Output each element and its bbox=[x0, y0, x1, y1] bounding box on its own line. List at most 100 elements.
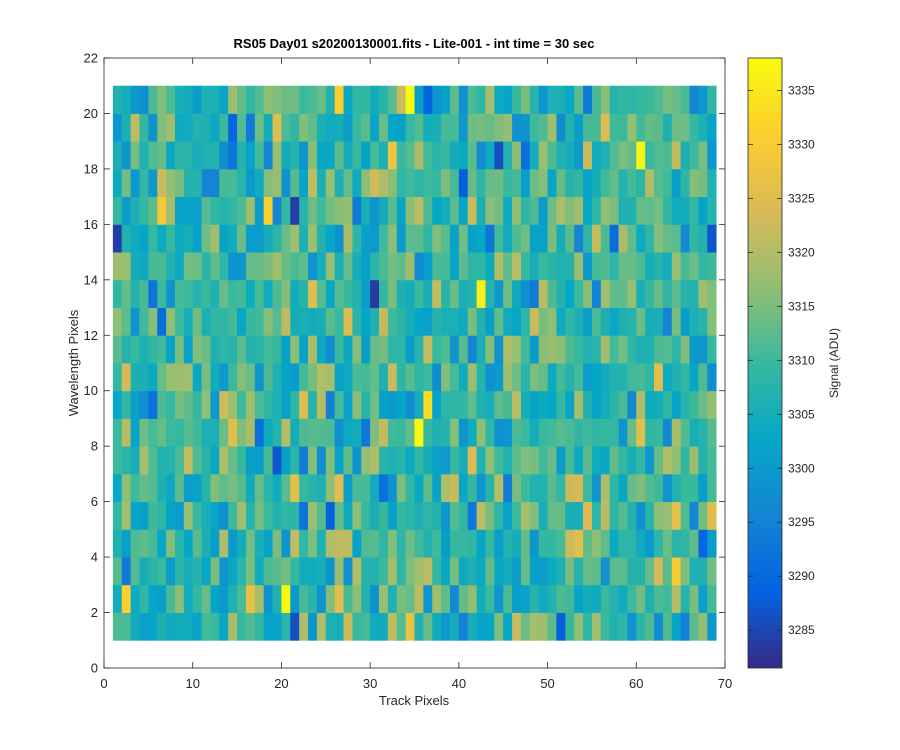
heatmap-cell bbox=[485, 557, 495, 586]
heatmap-cell bbox=[458, 85, 469, 114]
heatmap-cell bbox=[680, 418, 690, 447]
heatmap-cell bbox=[334, 557, 344, 586]
heatmap-cell bbox=[237, 612, 247, 641]
heatmap-cell bbox=[121, 252, 132, 281]
heatmap-cell bbox=[618, 584, 628, 613]
heatmap-cell bbox=[636, 168, 646, 198]
heatmap-cell bbox=[299, 529, 309, 558]
heatmap-cell bbox=[600, 85, 611, 114]
heatmap-cell bbox=[671, 612, 682, 641]
heatmap-cell bbox=[370, 584, 380, 613]
heatmap-cell bbox=[441, 224, 451, 253]
heatmap-cell bbox=[361, 501, 371, 530]
heatmap-cell bbox=[316, 85, 327, 114]
heatmap-cell bbox=[689, 85, 699, 114]
heatmap-cell bbox=[618, 335, 628, 364]
heatmap-cell bbox=[316, 473, 327, 503]
heatmap-cell bbox=[121, 390, 132, 419]
heatmap-cell bbox=[441, 557, 451, 586]
heatmap-cell bbox=[467, 168, 477, 198]
heatmap-cell bbox=[432, 168, 442, 198]
heatmap-cell bbox=[574, 584, 584, 613]
heatmap-cell bbox=[201, 113, 211, 142]
heatmap-cell bbox=[423, 557, 433, 586]
heatmap-cell bbox=[316, 196, 327, 225]
heatmap-cell bbox=[574, 612, 584, 641]
heatmap-cell bbox=[520, 224, 531, 253]
heatmap-cell bbox=[520, 279, 531, 308]
heatmap-cell bbox=[591, 529, 602, 558]
heatmap-cell bbox=[405, 363, 415, 392]
colorbar-ticks: 3285 3290 3295 3300 3305 3310 3315 3320 3325 3330… bbox=[748, 83, 815, 637]
heatmap-cell bbox=[139, 612, 149, 641]
heatmap-cell bbox=[325, 168, 336, 198]
heatmap-cell bbox=[272, 557, 282, 586]
heatmap-cell bbox=[308, 501, 318, 530]
colorbar-tick-label: 3285 bbox=[788, 623, 815, 637]
heatmap-cell bbox=[237, 113, 247, 142]
heatmap-cell bbox=[467, 196, 477, 225]
heatmap-cell bbox=[441, 446, 451, 475]
heatmap-cell bbox=[636, 363, 646, 392]
heatmap-cell bbox=[334, 252, 344, 281]
heatmap-cell bbox=[325, 113, 336, 142]
y-tick-label: 6 bbox=[91, 494, 98, 509]
heatmap-cell bbox=[121, 612, 132, 641]
heatmap-cell bbox=[618, 529, 628, 558]
heatmap-cell bbox=[148, 529, 158, 558]
heatmap-cell bbox=[361, 584, 371, 613]
heatmap-cell bbox=[130, 279, 140, 308]
heatmap-cell bbox=[316, 390, 327, 419]
heatmap-cell bbox=[458, 612, 469, 641]
heatmap-cell bbox=[654, 196, 664, 225]
heatmap-cell bbox=[627, 473, 637, 503]
heatmap-cell bbox=[192, 113, 202, 142]
heatmap-cell bbox=[591, 85, 602, 114]
heatmap-cell bbox=[707, 307, 717, 336]
heatmap-cell bbox=[574, 529, 584, 558]
heatmap-cell bbox=[281, 113, 291, 142]
heatmap-cell bbox=[370, 612, 380, 641]
heatmap bbox=[112, 85, 717, 641]
heatmap-cell bbox=[343, 252, 353, 281]
heatmap-cell bbox=[609, 529, 619, 558]
heatmap-cell bbox=[547, 85, 557, 114]
heatmap-cell bbox=[423, 224, 433, 253]
heatmap-cell bbox=[689, 418, 699, 447]
heatmap-cell bbox=[130, 168, 140, 198]
heatmap-cell bbox=[343, 196, 353, 225]
heatmap-cell bbox=[441, 168, 451, 198]
heatmap-cell bbox=[299, 252, 309, 281]
heatmap-cell bbox=[654, 529, 664, 558]
heatmap-cell bbox=[458, 529, 469, 558]
heatmap-cell bbox=[254, 196, 265, 225]
heatmap-cell bbox=[494, 501, 504, 530]
heatmap-cell bbox=[130, 141, 140, 170]
heatmap-cell bbox=[396, 141, 407, 170]
heatmap-cell bbox=[636, 307, 646, 336]
heatmap-cell bbox=[414, 418, 424, 447]
heatmap-cell bbox=[112, 85, 123, 114]
heatmap-cell bbox=[299, 141, 309, 170]
heatmap-cell bbox=[547, 501, 557, 530]
heatmap-cell bbox=[396, 85, 407, 114]
heatmap-cell bbox=[183, 446, 194, 475]
heatmap-cell bbox=[121, 529, 132, 558]
heatmap-cell bbox=[379, 85, 389, 114]
heatmap-cell bbox=[680, 557, 690, 586]
heatmap-cell bbox=[529, 446, 540, 475]
heatmap-cell bbox=[148, 335, 158, 364]
heatmap-cell bbox=[512, 279, 522, 308]
heatmap-cell bbox=[121, 446, 132, 475]
heatmap-cell bbox=[316, 335, 327, 364]
heatmap-cell bbox=[245, 307, 256, 336]
heatmap-cell bbox=[520, 363, 531, 392]
heatmap-cell bbox=[121, 363, 132, 392]
heatmap-cell bbox=[432, 307, 442, 336]
heatmap-cell bbox=[547, 335, 557, 364]
heatmap-cell bbox=[467, 501, 477, 530]
colorbar-scale bbox=[747, 57, 783, 669]
heatmap-cell bbox=[387, 584, 398, 613]
heatmap-cell bbox=[299, 390, 309, 419]
heatmap-cell bbox=[299, 446, 309, 475]
